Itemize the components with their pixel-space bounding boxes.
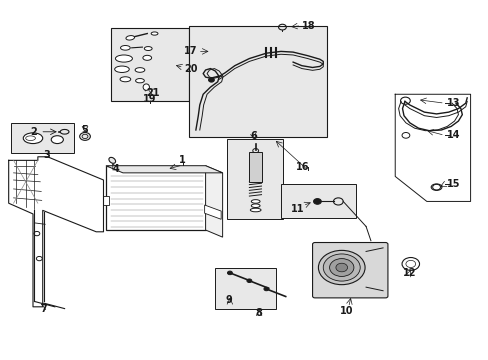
Ellipse shape — [115, 55, 132, 62]
Ellipse shape — [251, 204, 260, 207]
Text: 14: 14 — [446, 130, 459, 140]
Ellipse shape — [60, 130, 69, 134]
FancyBboxPatch shape — [312, 243, 387, 298]
Text: 15: 15 — [446, 179, 459, 189]
Bar — [11, 123, 74, 153]
Bar — [111, 28, 188, 102]
Ellipse shape — [143, 84, 149, 90]
Ellipse shape — [135, 78, 144, 83]
Ellipse shape — [115, 66, 129, 72]
Bar — [103, 196, 109, 205]
Ellipse shape — [151, 32, 158, 35]
Ellipse shape — [135, 68, 144, 72]
Text: 21: 21 — [146, 88, 160, 98]
Ellipse shape — [109, 157, 115, 163]
Text: 9: 9 — [225, 295, 232, 305]
Bar — [249, 153, 261, 182]
Ellipse shape — [430, 184, 441, 190]
Ellipse shape — [251, 200, 260, 203]
Polygon shape — [106, 166, 222, 173]
Bar — [188, 26, 326, 137]
Text: 2: 2 — [31, 127, 37, 137]
Bar — [215, 267, 276, 309]
Circle shape — [335, 263, 347, 272]
Circle shape — [329, 258, 353, 276]
Circle shape — [227, 271, 232, 275]
Text: 13: 13 — [446, 98, 459, 108]
Ellipse shape — [144, 46, 152, 50]
Text: 5: 5 — [81, 125, 88, 135]
Ellipse shape — [51, 136, 63, 144]
Circle shape — [313, 199, 321, 204]
Circle shape — [208, 78, 214, 82]
Text: 17: 17 — [184, 46, 197, 57]
Text: 12: 12 — [402, 268, 416, 278]
Text: 18: 18 — [302, 21, 315, 31]
Text: 3: 3 — [43, 150, 50, 160]
Text: 4: 4 — [112, 164, 119, 174]
Circle shape — [323, 254, 360, 281]
Text: 20: 20 — [184, 64, 197, 74]
Circle shape — [318, 250, 365, 285]
Text: 19: 19 — [142, 94, 156, 104]
Ellipse shape — [120, 45, 130, 50]
Circle shape — [80, 132, 90, 140]
Polygon shape — [205, 166, 222, 237]
Ellipse shape — [142, 55, 151, 60]
Text: 7: 7 — [41, 303, 47, 314]
Text: 10: 10 — [339, 306, 353, 316]
Text: 1: 1 — [179, 156, 186, 165]
Ellipse shape — [250, 208, 261, 212]
Ellipse shape — [120, 77, 130, 82]
Circle shape — [264, 287, 268, 291]
Bar — [281, 184, 356, 217]
Bar — [227, 139, 283, 219]
Ellipse shape — [126, 36, 134, 40]
Text: 11: 11 — [290, 204, 304, 214]
Ellipse shape — [26, 136, 35, 140]
Bar — [106, 166, 205, 230]
Ellipse shape — [23, 133, 42, 144]
Text: 16: 16 — [296, 162, 309, 172]
Text: 8: 8 — [255, 308, 262, 318]
Polygon shape — [204, 205, 221, 219]
Circle shape — [246, 279, 251, 283]
Text: 6: 6 — [250, 131, 257, 141]
